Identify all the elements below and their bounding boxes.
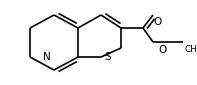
- Text: O: O: [159, 45, 167, 55]
- Text: CH₃: CH₃: [185, 45, 197, 54]
- Text: N: N: [43, 52, 51, 62]
- Text: S: S: [105, 52, 111, 62]
- Text: O: O: [154, 17, 162, 27]
